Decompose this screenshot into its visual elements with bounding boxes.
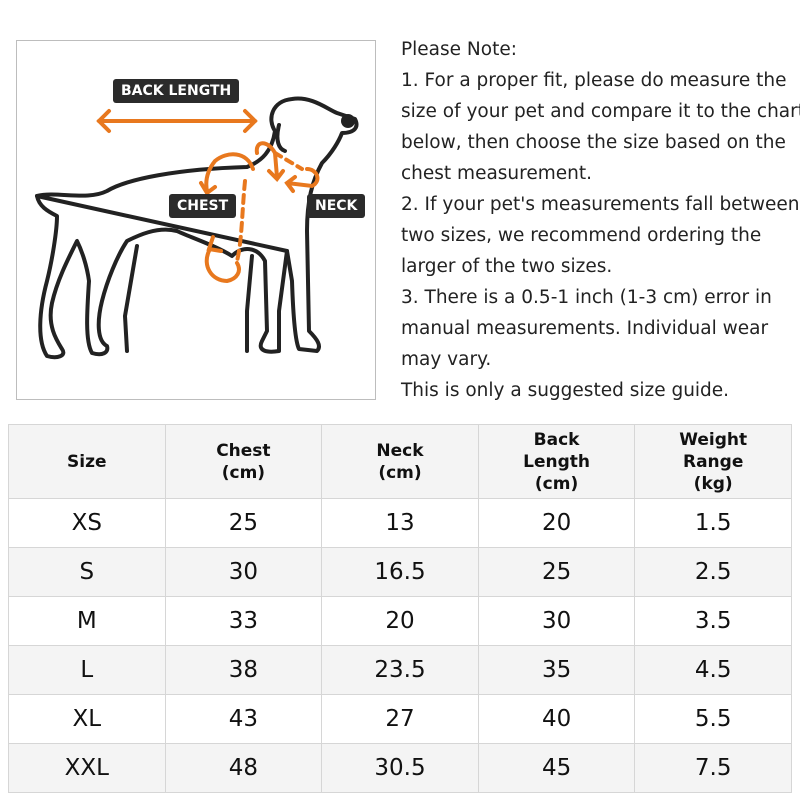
header-line: Range <box>683 451 744 472</box>
cell-chest: 38 <box>164 645 323 695</box>
cell-neck: 20 <box>321 596 479 646</box>
dog-measurement-diagram: BACK LENGTH CHEST NECK <box>16 40 376 400</box>
header-line: Chest <box>216 440 271 461</box>
note-line: manual measurements. Individual wear <box>401 318 769 339</box>
cell-back-length: 35 <box>477 645 636 695</box>
cell-chest: 48 <box>164 743 323 793</box>
dog-outline-illustration <box>35 96 359 360</box>
table-header-row: Size Chest (cm) Neck (cm) Back Length (cm) Weigh… <box>8 424 792 499</box>
cell-weight-range: 7.5 <box>634 743 792 793</box>
cell-size: XL <box>8 694 166 744</box>
cell-neck: 27 <box>321 694 479 744</box>
cell-weight-range: 5.5 <box>634 694 792 744</box>
header-chest: Chest (cm) <box>164 424 323 499</box>
cell-size: L <box>8 645 166 695</box>
cell-chest: 43 <box>164 694 323 744</box>
cell-back-length: 25 <box>477 547 636 597</box>
cell-weight-range: 4.5 <box>634 645 792 695</box>
note-title: Please Note: <box>401 39 517 60</box>
header-line: Neck <box>376 440 424 461</box>
note-line: larger of the two sizes. <box>401 256 613 277</box>
cell-size: M <box>8 596 166 646</box>
cell-chest: 33 <box>164 596 323 646</box>
cell-neck: 23.5 <box>321 645 479 695</box>
cell-weight-range: 3.5 <box>634 596 792 646</box>
header-neck: Neck (cm) <box>321 424 479 499</box>
note-line: may vary. <box>401 349 492 370</box>
cell-back-length: 40 <box>477 694 636 744</box>
note-line: This is only a suggested size guide. <box>401 380 730 401</box>
cell-size: S <box>8 547 166 597</box>
table-row: S 30 16.5 25 2.5 <box>8 547 792 597</box>
cell-back-length: 45 <box>477 743 636 793</box>
header-back-length: Back Length (cm) <box>477 424 636 499</box>
cell-neck: 16.5 <box>321 547 479 597</box>
header-line: Back <box>533 429 580 450</box>
header-line: (kg) <box>693 473 733 494</box>
header-line: Length <box>523 451 591 472</box>
table-row: XXL 48 30.5 45 7.5 <box>8 743 792 793</box>
note-line: chest measurement. <box>401 163 592 184</box>
size-chart-table: Size Chest (cm) Neck (cm) Back Length (cm) Weigh… <box>8 424 792 793</box>
cell-size: XXL <box>8 743 166 793</box>
header-weight-range: Weight Range (kg) <box>634 424 792 499</box>
note-line: 2. If your pet's measurements fall betwe… <box>401 194 800 215</box>
dog-nose-icon <box>341 114 355 128</box>
cell-back-length: 30 <box>477 596 636 646</box>
header-line: Weight <box>679 429 748 450</box>
cell-chest: 25 <box>164 498 323 548</box>
cell-chest: 30 <box>164 547 323 597</box>
cell-back-length: 20 <box>477 498 636 548</box>
header-line: (cm) <box>221 462 266 483</box>
cell-weight-range: 2.5 <box>634 547 792 597</box>
header-line: (cm) <box>378 462 422 483</box>
note-line: 1. For a proper fit, please do measure t… <box>401 70 787 91</box>
table-row: XL 43 27 40 5.5 <box>8 694 792 744</box>
header-line: (cm) <box>534 473 579 494</box>
chest-label: CHEST <box>169 194 237 218</box>
header-line: Size <box>67 451 107 472</box>
note-line: two sizes, we recommend ordering the <box>401 225 762 246</box>
cell-size: XS <box>8 498 166 548</box>
table-row: L 38 23.5 35 4.5 <box>8 645 792 695</box>
cell-weight-range: 1.5 <box>634 498 792 548</box>
note-line: size of your pet and compare it to the c… <box>401 101 800 122</box>
cell-neck: 30.5 <box>321 743 479 793</box>
table-row: XS 25 13 20 1.5 <box>8 498 792 548</box>
header-size: Size <box>8 424 166 499</box>
chest-dashed-line <box>235 179 247 263</box>
back-length-label: BACK LENGTH <box>113 79 240 103</box>
neck-label: NECK <box>307 194 366 218</box>
cell-neck: 13 <box>321 498 479 548</box>
note-line: below, then choose the size based on the <box>401 132 786 153</box>
note-line: 3. There is a 0.5-1 inch (1-3 cm) error … <box>401 287 772 308</box>
table-row: M 33 20 30 3.5 <box>8 596 792 646</box>
size-note: Please Note: 1. For a proper fit, please… <box>401 34 800 406</box>
